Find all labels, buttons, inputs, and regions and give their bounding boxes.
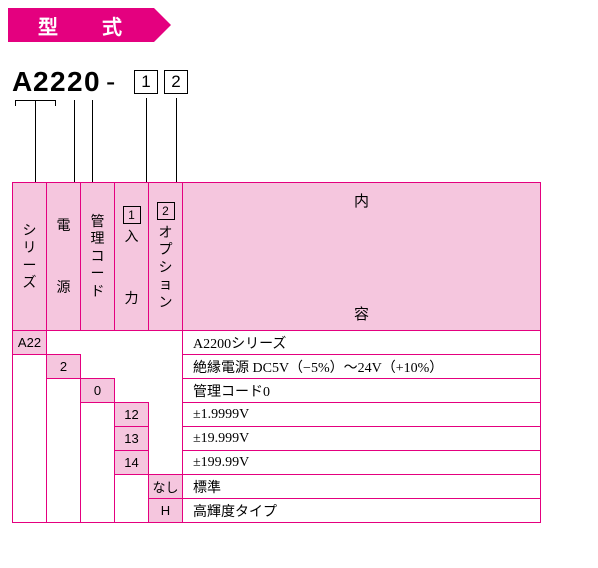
model-char: 2: [67, 66, 83, 98]
table-header-row: シリーズ 電源 管理コード 1入力 2オプション 内容: [13, 183, 541, 331]
code-cell: 2: [47, 355, 81, 379]
table-row: 0 管理コード0: [13, 379, 541, 403]
desc-cell: ±199.99V: [183, 451, 541, 475]
code-cell: なし: [149, 475, 183, 499]
connector-line: [176, 98, 177, 182]
model-char: A: [12, 66, 32, 98]
spec-table: シリーズ 電源 管理コード 1入力 2オプション 内容A22 A2200シリーズ 2…: [12, 182, 590, 523]
blank-cell: [47, 379, 81, 523]
model-char: 2: [33, 66, 49, 98]
header-accent: [8, 8, 24, 42]
connector-line: [92, 100, 93, 182]
header-title: 型 式: [24, 8, 154, 42]
desc-cell: ±19.999V: [183, 427, 541, 451]
blank-cell: [81, 403, 115, 523]
connector-line: [55, 100, 56, 106]
desc-cell: 高輝度タイプ: [183, 499, 541, 523]
connector-line: [15, 100, 16, 106]
model-dash: ‐: [106, 66, 115, 98]
blank-cell: [13, 355, 47, 523]
table-row: A22 A2200シリーズ: [13, 331, 541, 355]
header-arrow: [154, 8, 171, 42]
desc-cell: 管理コード0: [183, 379, 541, 403]
model-char: 0: [84, 66, 100, 98]
table: シリーズ 電源 管理コード 1入力 2オプション 内容A22 A2200シリーズ 2…: [12, 182, 541, 523]
desc-cell: A2200シリーズ: [183, 331, 541, 355]
blank-cell: [47, 331, 81, 355]
blank-cell: [81, 331, 115, 379]
desc-cell: 標準: [183, 475, 541, 499]
model-char: 2: [50, 66, 66, 98]
desc-cell: 絶縁電源 DC5V（−5%）〜24V（+10%）: [183, 355, 541, 379]
table-row: 12 ±1.9999V: [13, 403, 541, 427]
connector-line: [74, 100, 75, 182]
section-header: 型 式: [8, 8, 590, 42]
model-box-2: 2: [164, 70, 188, 94]
blank-cell: [115, 475, 149, 523]
desc-cell: ±1.9999V: [183, 403, 541, 427]
code-cell: 0: [81, 379, 115, 403]
code-cell: 12: [115, 403, 149, 427]
code-cell: H: [149, 499, 183, 523]
code-cell: A22: [13, 331, 47, 355]
code-cell: 13: [115, 427, 149, 451]
code-cell: 14: [115, 451, 149, 475]
connector-line: [146, 98, 147, 182]
model-box-1: 1: [134, 70, 158, 94]
blank-cell: [115, 331, 149, 403]
connector-line: [35, 100, 36, 182]
blank-cell: [149, 331, 183, 475]
model-number: A 2 2 2 0 ‐ 1 2: [12, 66, 590, 182]
